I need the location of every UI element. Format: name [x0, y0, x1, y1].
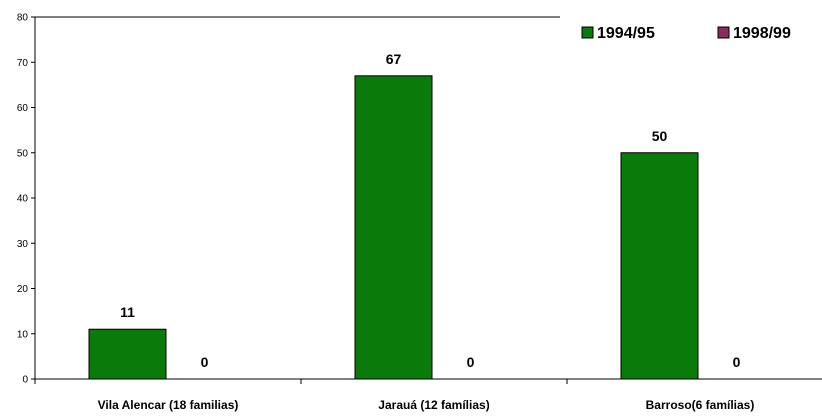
data-label: 0: [733, 354, 741, 370]
y-tick-label: 10: [17, 329, 29, 340]
legend-label: 1994/95: [597, 25, 655, 42]
data-label: 0: [467, 354, 475, 370]
x-category-label: Jarauá (12 famílias): [378, 398, 489, 412]
y-tick-label: 70: [17, 58, 29, 69]
y-tick-label: 0: [22, 375, 28, 386]
data-labels-layer: 11 67 50 0 0 0: [120, 51, 741, 370]
bar-199495: [354, 75, 433, 380]
y-tick-label: 40: [17, 194, 29, 205]
data-label: 50: [652, 128, 668, 144]
legend: 1994/95 1998/99: [581, 25, 791, 42]
y-tick-label: 20: [17, 284, 29, 295]
x-category-label: Vila Alencar (18 familias): [98, 398, 239, 412]
data-label: 67: [386, 51, 402, 67]
y-tick-label: 60: [17, 103, 29, 114]
x-category-label: Barroso(6 famílias): [646, 398, 755, 412]
data-label: 0: [201, 354, 209, 370]
y-tick-label: 50: [17, 148, 29, 159]
y-tick-label: 80: [17, 13, 29, 24]
bars-layer: [88, 75, 699, 380]
legend-swatch: [581, 26, 594, 39]
legend-swatch: [717, 26, 730, 39]
data-label: 11: [120, 304, 135, 320]
legend-label: 1998/99: [733, 25, 791, 42]
bar-199495: [620, 152, 699, 380]
y-tick-label: 30: [17, 239, 29, 250]
bar-199495: [88, 328, 167, 380]
